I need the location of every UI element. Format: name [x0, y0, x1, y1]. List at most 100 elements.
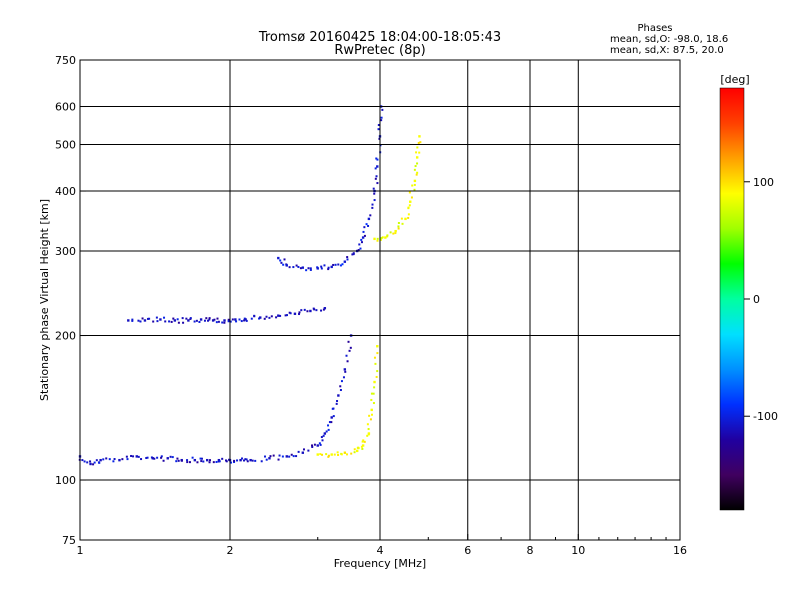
y-tick-label: 400: [55, 185, 76, 198]
data-point: [340, 453, 343, 456]
data-point: [384, 236, 387, 239]
data-point: [416, 162, 419, 165]
data-point: [188, 461, 191, 464]
data-point: [139, 320, 142, 323]
data-point: [227, 320, 230, 323]
data-point: [376, 352, 379, 355]
data-point: [283, 258, 286, 261]
data-point: [286, 314, 289, 317]
data-point: [318, 442, 321, 445]
data-point: [392, 232, 395, 235]
data-point: [327, 266, 330, 269]
data-point: [376, 165, 379, 168]
data-point: [409, 200, 412, 203]
data-point: [413, 188, 416, 191]
data-point: [386, 235, 389, 238]
data-point: [367, 224, 370, 227]
data-point: [175, 460, 178, 463]
data-point: [389, 231, 392, 234]
data-point: [328, 421, 331, 424]
data-point: [380, 119, 383, 122]
data-point: [380, 116, 383, 119]
data-point: [171, 456, 174, 459]
data-point: [288, 266, 291, 269]
data-point: [172, 317, 175, 320]
data-point: [322, 308, 325, 311]
data-point: [320, 267, 323, 270]
data-point: [93, 461, 96, 464]
data-point: [207, 319, 210, 322]
data-point: [416, 171, 419, 174]
data-point: [211, 319, 215, 322]
data-point: [346, 256, 349, 259]
data-point: [302, 448, 305, 451]
data-point: [282, 263, 285, 266]
data-point: [176, 457, 179, 460]
data-point: [353, 451, 356, 454]
data-point: [404, 217, 407, 221]
data-point: [418, 135, 421, 138]
data-point: [330, 453, 333, 456]
data-point: [121, 458, 124, 461]
data-point: [320, 265, 323, 268]
data-point: [352, 253, 355, 256]
data-point: [244, 458, 247, 461]
data-point: [233, 461, 236, 464]
data-point: [343, 368, 347, 371]
data-point: [156, 320, 159, 323]
data-point: [414, 165, 417, 168]
data-point: [205, 317, 208, 320]
data-point: [126, 458, 129, 461]
data-point: [381, 236, 384, 239]
data-point: [215, 460, 218, 463]
data-point: [336, 451, 339, 454]
data-point: [367, 217, 371, 221]
data-point: [345, 453, 348, 456]
data-point: [347, 340, 350, 343]
data-point: [344, 451, 347, 454]
data-point: [322, 434, 325, 437]
data-point: [108, 458, 111, 461]
data-point: [212, 461, 215, 464]
data-point: [417, 141, 420, 144]
data-point: [376, 239, 379, 242]
data-point: [265, 315, 268, 318]
data-point: [309, 268, 312, 271]
colorbar-tick-label: 100: [753, 176, 774, 189]
data-point: [345, 354, 348, 357]
data-point: [288, 455, 291, 458]
data-point: [280, 261, 283, 264]
data-point: [127, 319, 130, 322]
data-point: [419, 141, 422, 144]
data-point: [131, 319, 134, 322]
data-point: [177, 459, 180, 462]
data-point: [348, 349, 351, 352]
data-point: [118, 458, 121, 462]
data-point: [235, 320, 238, 323]
data-point: [193, 320, 196, 323]
data-point: [199, 457, 202, 460]
data-point: [297, 265, 300, 268]
data-point: [160, 455, 163, 458]
data-point: [243, 459, 246, 462]
data-point: [146, 317, 149, 320]
x-tick-label: 1: [77, 544, 84, 557]
data-point: [339, 389, 342, 392]
data-point: [355, 449, 359, 453]
data-point: [300, 309, 303, 312]
data-point: [275, 316, 278, 319]
data-point: [321, 453, 324, 456]
y-tick-label: 75: [62, 534, 76, 547]
data-point: [196, 461, 199, 464]
data-point: [251, 459, 254, 462]
data-point: [365, 223, 368, 226]
data-point: [411, 184, 414, 187]
data-point: [363, 226, 366, 229]
data-point: [407, 206, 410, 209]
data-point: [337, 453, 340, 456]
data-point: [332, 263, 335, 266]
data-point: [130, 454, 133, 457]
data-point: [209, 459, 212, 462]
data-point: [418, 151, 421, 154]
data-point: [320, 436, 323, 439]
